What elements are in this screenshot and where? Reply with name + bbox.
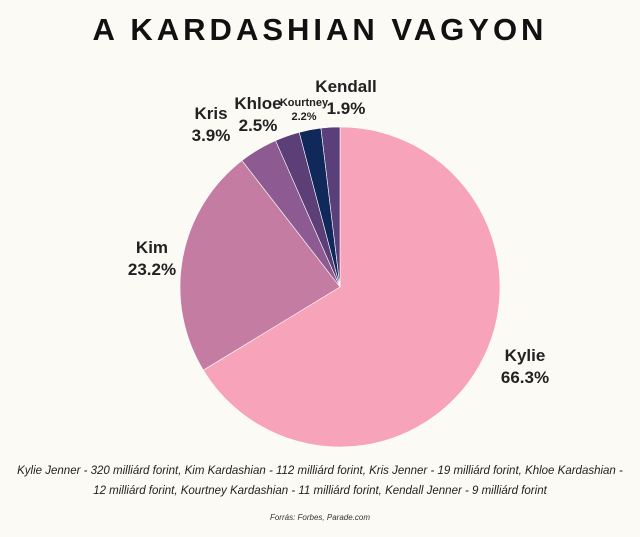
pie-slice-kylie: [202, 126, 501, 448]
pie-slice-kendall: [320, 126, 341, 288]
source-text: Forrás: Forbes, Parade.com: [269, 513, 371, 522]
footnote: Kylie Jenner - 320 milliárd forint, Kim …: [17, 465, 623, 497]
label-kylie: Kylie 66.3%: [500, 346, 550, 388]
label-kris: Kris 3.9%: [191, 104, 231, 146]
label-kim: Kim 23.2%: [127, 238, 177, 280]
pie-slice-kim: [179, 160, 341, 371]
label-kendall: Kendall 1.9%: [315, 77, 377, 119]
label-khloe: Khloe 2.5%: [234, 94, 282, 136]
label-kourtney: Kourtney 2.2%: [279, 97, 329, 124]
chart-title: A KARDASHIAN VAGYON: [92, 12, 548, 47]
